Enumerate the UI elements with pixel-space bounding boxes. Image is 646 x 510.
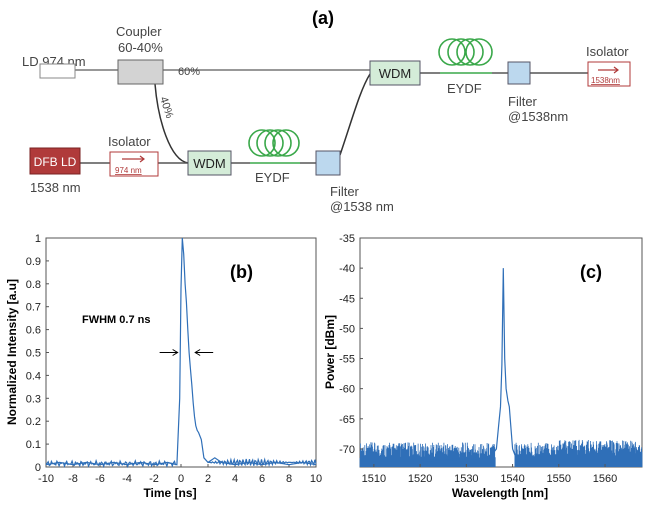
pulse-x-ticks: -10 -8 -6 -4 -2 0 2 4 6 8 10: [38, 464, 322, 485]
pulse-x-tick-label: -10: [38, 473, 54, 485]
spectrum-y-tick-label: -65: [339, 414, 355, 426]
panel-a-label: (a): [312, 8, 334, 28]
spectrum-noise-floor: [359, 439, 643, 467]
spectrum-x-tick-label: 1510: [362, 473, 386, 485]
pulse-x-tick-label: 10: [310, 473, 322, 485]
wdm-bottom-box: [187, 150, 232, 176]
filter-bottom-wavelength: @1538 nm: [330, 199, 394, 214]
eydf-top-label: EYDF: [447, 81, 482, 96]
spectrum-x-ticks: 1510 1520 1530 1540 1550 1560: [362, 464, 617, 485]
spectrum-x-tick-label: 1560: [593, 473, 617, 485]
pulse-x-tick-label: 6: [259, 473, 265, 485]
pulse-series-line: [45, 237, 317, 469]
isolator-bottom-inner-label: 974 nm: [115, 166, 142, 175]
spectrum-y-ticks: -35 -40 -45 -50 -55 -60 -65 -70: [339, 233, 363, 456]
pulse-y-tick-label: 0: [35, 462, 41, 474]
spectrum-y-tick-label: -35: [339, 233, 355, 245]
spectrum-y-tick-label: -45: [339, 293, 355, 305]
wdm-top-box: [369, 60, 421, 86]
dfb-ld-box: [29, 147, 81, 175]
isolator-top-inner-label: 1538nm: [591, 76, 620, 85]
dfb-wavelength-label: 1538 nm: [30, 180, 81, 195]
fwhm-annotation: FWHM 0.7 ns: [82, 314, 150, 326]
spectrum-y-tick-label: -60: [339, 384, 355, 396]
isolator-top-arrow-icon: [598, 66, 619, 74]
pulse-y-tick-label: 0.8: [26, 279, 41, 291]
pulse-y-tick-label: 0.2: [26, 416, 41, 428]
fiber-40-branch: [154, 83, 189, 164]
pulse-chart: 00.10.20.30.40.50.60.70.80.91 -10 -8 -6 -4-…: [5, 233, 322, 500]
spectrum-plot-frame: [359, 237, 643, 468]
spectrum-y-axis-label: Power [dBm]: [323, 315, 337, 389]
pulse-x-tick-label: -8: [68, 473, 78, 485]
spectrum-y-tick-label: -40: [339, 263, 355, 275]
setup-diagram: (a) LD 974 nm Coupler 60-40% 60% 40% DFB…: [22, 8, 631, 214]
coupler-box: [117, 59, 164, 85]
spectrum-y-tick-label: -50: [339, 323, 355, 335]
isolator-bottom-box: [109, 151, 159, 177]
pulse-y-tick-label: 0.4: [26, 370, 41, 382]
panel-b-label: (b): [230, 262, 253, 282]
spectrum-x-tick-label: 1520: [408, 473, 432, 485]
wdm-bottom-label: WDM: [193, 156, 226, 171]
pulse-y-tick-label: 0.3: [26, 393, 41, 405]
pulse-y-axis-label: Normalized Intensity [a.u]: [5, 279, 19, 425]
pulse-y-tick-label: 0.9: [26, 256, 41, 268]
spectrum-y-tick-label: -55: [339, 354, 355, 366]
pulse-x-tick-label: -4: [122, 473, 132, 485]
pulse-x-tick-label: 4: [232, 473, 238, 485]
isolator-top-box: [587, 61, 631, 87]
pulse-y-ticks: 0 0.1 0.2 0.3 0.4 0.5 0.6 0.7 0.8 0.9 1: [26, 233, 49, 474]
ld-974-box: [39, 63, 76, 79]
pulse-x-tick-label: -2: [149, 473, 159, 485]
spectrum-x-tick-label: 1540: [500, 473, 524, 485]
pulse-y-tick-label: 0.6: [26, 325, 41, 337]
eydf-coil-top-icon: [438, 38, 493, 74]
spectrum-x-axis-label: Wavelength [nm]: [452, 486, 548, 500]
filter-bottom-label: Filter: [330, 184, 360, 199]
spectrum-series-line: [360, 268, 642, 462]
coupler-ratio-label: 60-40%: [118, 40, 163, 55]
branch-60-label: 60%: [178, 66, 200, 78]
isolator-bottom-arrow-icon: [122, 155, 145, 163]
pulse-x-tick-label: 0: [178, 473, 184, 485]
filter-top-box: [507, 61, 531, 85]
eydf-bottom-label: EYDF: [255, 170, 290, 185]
spectrum-x-tick-label: 1530: [454, 473, 478, 485]
pulse-y-tick-label: 1: [35, 233, 41, 245]
eydf-coil-bottom-icon: [248, 129, 300, 164]
filter-top-label: Filter: [508, 94, 538, 109]
filter-top-wavelength: @1538nm: [508, 109, 568, 124]
coupler-label: Coupler: [116, 24, 162, 39]
fiber-filter-wdm-top: [339, 73, 371, 156]
pulse-x-tick-label: 8: [286, 473, 292, 485]
isolator-bottom-label: Isolator: [108, 134, 151, 149]
pulse-x-tick-label: 2: [205, 473, 211, 485]
pulse-x-axis-label: Time [ns]: [143, 486, 196, 500]
panel-c-label: (c): [580, 262, 602, 282]
pulse-y-tick-label: 0.1: [26, 439, 41, 451]
spectrum-chart: -35 -40 -45 -50 -55 -60 -65 -70 1510 1520 1530 154…: [323, 233, 643, 500]
pulse-y-tick-label: 0.7: [26, 302, 41, 314]
spectrum-x-tick-label: 1550: [547, 473, 571, 485]
filter-bottom-box: [315, 150, 341, 176]
pulse-x-tick-label: -6: [95, 473, 105, 485]
pulse-y-tick-label: 0.5: [26, 348, 41, 360]
isolator-top-label: Isolator: [586, 44, 629, 59]
wdm-top-label: WDM: [379, 66, 412, 81]
dfb-ld-label: DFB LD: [34, 155, 77, 169]
spectrum-noise-path: [359, 439, 643, 467]
spectrum-y-tick-label: -70: [339, 444, 355, 456]
fwhm-arrows-icon: [159, 349, 214, 356]
